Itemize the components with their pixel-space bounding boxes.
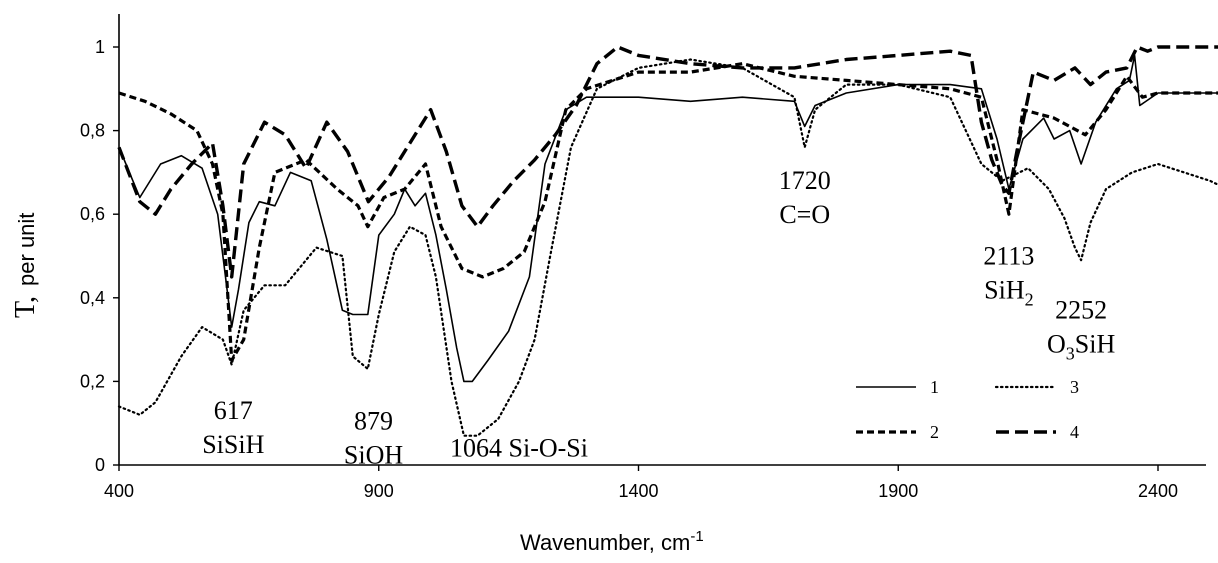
legend-label: 4	[1070, 422, 1079, 442]
annotation-label: SiSiH	[202, 430, 264, 459]
annotation-label: C=O	[779, 200, 830, 229]
x-axis-label: Wavenumber, cm-1	[520, 528, 704, 555]
legend: 1 2 3 4	[856, 377, 1079, 442]
x-axis-label-text: Wavenumber, cm	[520, 530, 690, 555]
y-tick-label: 0,2	[80, 371, 105, 391]
y-axis-label-unit: per unit	[14, 213, 39, 286]
annotation-label: 617	[214, 396, 253, 425]
legend-label: 2	[930, 422, 939, 442]
y-tick-label: 0	[95, 455, 105, 475]
annotation-label: 879	[354, 406, 393, 435]
annotation-label: 2113	[983, 241, 1034, 270]
x-tick-label: 400	[104, 481, 134, 501]
annotation-label: 1064 Si-O-Si	[450, 434, 588, 463]
series-line-1	[118, 54, 1218, 383]
x-axis-label-sup: -1	[690, 528, 703, 545]
annotation-label: 2252	[1055, 296, 1107, 325]
annotation-label: SiOH	[344, 440, 403, 469]
series-line-2	[118, 62, 1218, 363]
y-tick-label: 1	[95, 37, 105, 57]
annotation-label: 1720	[779, 166, 831, 195]
annotation-label: O3SiH	[1047, 330, 1115, 364]
x-tick-label: 1400	[618, 481, 658, 501]
y-axis-label: T, per unit	[10, 213, 41, 318]
annotation-layer: 617 SiSiH 879 SiOH 1064 Si-O-Si 1720 C=O 2113 Si…	[202, 166, 1115, 469]
y-tick-label: 0,8	[80, 121, 105, 141]
y-tick-label: 0,4	[80, 288, 105, 308]
y-tick-label: 0,6	[80, 204, 105, 224]
y-axis-label-symbol: T,	[10, 296, 41, 318]
svg-text:T,per unit: T, per unit	[10, 213, 41, 318]
y-ticks: 0 0,2 0,4 0,6 0,8 1	[80, 37, 119, 475]
annotation-label: SiH2	[984, 275, 1033, 309]
x-tick-label: 1900	[878, 481, 918, 501]
x-tick-label: 2400	[1138, 481, 1178, 501]
series-line-4	[117, 45, 1218, 279]
series-layer	[117, 45, 1218, 437]
x-tick-label: 900	[364, 481, 394, 501]
series-line-3	[117, 58, 1218, 437]
legend-label: 1	[930, 377, 939, 397]
x-ticks: 400 900 1400 1900 2400	[104, 465, 1178, 501]
legend-label: 3	[1070, 377, 1079, 397]
